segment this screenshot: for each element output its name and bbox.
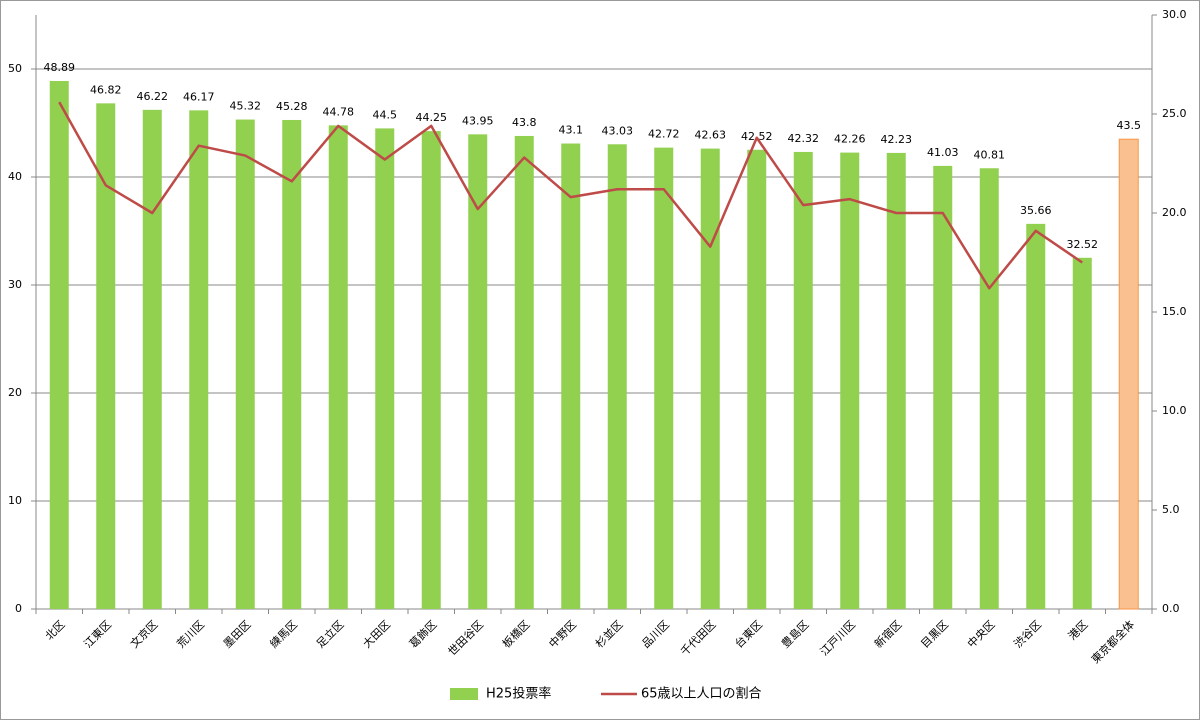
bar: [328, 125, 348, 609]
data-label: 40.81: [974, 148, 1006, 161]
y2-tick-label: 10.0: [1162, 404, 1187, 417]
y2-tick-label: 0.0: [1162, 602, 1180, 615]
data-label: 43.5: [1117, 119, 1142, 132]
y-tick-label: 10: [8, 494, 22, 507]
line: [58, 101, 1083, 290]
data-label: 43.1: [559, 124, 584, 137]
data-label: 44.78: [323, 105, 355, 118]
data-label: 44.5: [373, 108, 398, 121]
bar: [793, 151, 813, 609]
data-label: 32.52: [1067, 238, 1099, 251]
data-label: 35.66: [1020, 204, 1052, 217]
data-label: 46.82: [90, 83, 122, 96]
y-tick-label: 30: [8, 278, 22, 291]
y2-tick-label: 20.0: [1162, 206, 1187, 219]
legend-label: 65歳以上人口の割合: [641, 686, 762, 702]
bar: [142, 109, 162, 609]
data-label: 42.72: [648, 128, 680, 141]
y2-tick-label: 5.0: [1162, 503, 1180, 516]
data-label: 41.03: [927, 146, 959, 159]
bar: [654, 147, 674, 609]
data-label: 43.8: [512, 116, 537, 129]
bar: [607, 144, 627, 609]
bar: [96, 103, 116, 610]
data-label: 43.95: [462, 114, 494, 127]
y2-tick-label: 15.0: [1162, 305, 1187, 318]
bar: [189, 110, 209, 609]
data-label: 46.22: [137, 90, 169, 103]
bar: [840, 152, 860, 610]
legend-label: H25投票率: [486, 686, 551, 702]
data-label: 42.52: [741, 130, 773, 143]
bar: [979, 168, 999, 609]
bar: [514, 135, 534, 609]
bar: [49, 80, 69, 610]
bar: [1026, 223, 1046, 609]
y2-tick-label: 30.0: [1162, 8, 1187, 21]
bar: [282, 119, 302, 609]
bar: [747, 149, 767, 609]
bar: [700, 148, 720, 609]
y2-tick-label: 25.0: [1162, 107, 1187, 120]
data-label: 45.32: [230, 100, 262, 113]
bar: [468, 134, 488, 609]
data-label: 45.28: [276, 100, 308, 113]
bar: [561, 143, 581, 609]
bar: [235, 119, 255, 609]
bar: [421, 131, 441, 609]
data-label: 42.26: [834, 133, 866, 146]
y-tick-label: 50: [8, 62, 22, 75]
y-tick-label: 40: [8, 170, 22, 183]
data-label: 44.25: [416, 111, 448, 124]
data-label: 42.32: [788, 132, 820, 145]
y-tick-label: 0: [15, 602, 22, 615]
data-label: 46.17: [183, 90, 215, 103]
legend-swatch: [450, 688, 478, 700]
bar: [1072, 257, 1092, 609]
y-tick-label: 20: [8, 386, 22, 399]
data-label: 42.23: [881, 133, 913, 146]
data-label: 48.89: [44, 61, 76, 74]
data-label: 42.63: [695, 129, 727, 142]
bar: [1118, 138, 1139, 610]
data-label: 43.03: [602, 124, 634, 137]
bar: [886, 152, 906, 609]
bar: [375, 128, 395, 609]
bar: [933, 165, 953, 609]
